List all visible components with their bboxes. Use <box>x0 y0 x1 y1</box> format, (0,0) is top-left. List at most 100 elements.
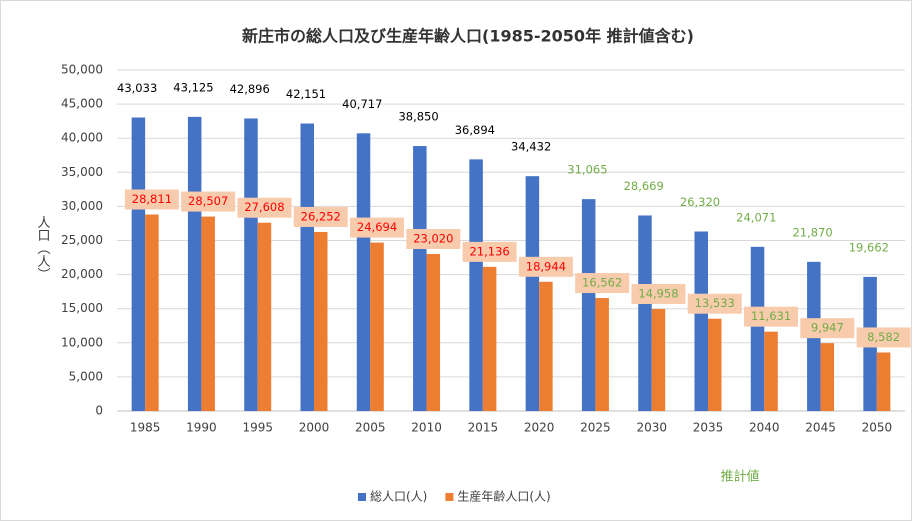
value-label: 40,717 <box>342 97 382 111</box>
value-label: 14,958 <box>638 286 678 300</box>
value-label: 19,662 <box>849 240 889 254</box>
value-label-box <box>575 273 630 294</box>
bar <box>413 146 427 411</box>
bar <box>820 343 835 411</box>
value-label: 28,811 <box>132 192 172 206</box>
legend-label: 総人口(人) <box>370 490 427 504</box>
value-label: 23,020 <box>413 232 453 246</box>
value-label: 27,608 <box>244 200 284 214</box>
value-label: 24,694 <box>357 220 397 234</box>
value-label: 43,125 <box>173 80 213 94</box>
x-tick-label: 2000 <box>299 421 330 435</box>
value-label-box <box>518 256 573 277</box>
value-label: 21,870 <box>792 225 832 239</box>
bar <box>257 222 272 411</box>
bar <box>539 281 553 411</box>
bar <box>694 231 708 411</box>
x-tick-label: 1995 <box>242 421 273 435</box>
bar <box>300 123 314 411</box>
y-tick-label: 30,000 <box>61 199 103 213</box>
value-label: 34,432 <box>511 140 551 154</box>
x-tick-label: 2045 <box>805 421 836 435</box>
x-tick-label: 2005 <box>355 421 386 435</box>
bar <box>314 231 328 411</box>
bar <box>595 298 609 411</box>
legend-swatch <box>445 493 454 501</box>
y-tick-label: 15,000 <box>61 301 103 315</box>
y-tick-label: 0 <box>95 404 103 418</box>
chart-title: 新庄市の総人口及び生産年齢人口(1985-2050年 推計値含む) <box>242 27 694 46</box>
value-label: 26,252 <box>301 209 341 223</box>
value-label-box <box>406 229 461 250</box>
x-tick-label: 2025 <box>580 421 611 435</box>
y-tick-label: 35,000 <box>61 165 103 179</box>
y-tick-label: 10,000 <box>61 335 103 349</box>
value-label: 9,947 <box>811 321 844 335</box>
value-label: 31,065 <box>567 163 607 177</box>
y-tick-label: 40,000 <box>61 131 103 145</box>
bar <box>426 254 441 411</box>
bar <box>145 214 159 411</box>
bar <box>469 159 483 411</box>
bar <box>708 318 722 411</box>
value-label: 28,507 <box>188 194 228 208</box>
value-label-box <box>800 318 855 339</box>
x-tick-label: 2020 <box>524 421 555 435</box>
y-axis-label: 人口（人） <box>35 216 51 281</box>
bar <box>638 215 652 411</box>
legend-swatch <box>358 493 366 501</box>
x-tick-label: 2030 <box>636 421 667 435</box>
bar <box>876 352 891 411</box>
bar <box>482 266 497 411</box>
value-label: 36,894 <box>455 123 495 137</box>
x-tick-label: 2040 <box>749 421 780 435</box>
value-label-box <box>181 191 236 212</box>
x-tick-label: 2035 <box>693 421 724 435</box>
y-tick-label: 20,000 <box>61 267 103 281</box>
x-tick-label: 1990 <box>186 421 217 435</box>
value-label: 21,136 <box>469 244 509 258</box>
value-label: 43,033 <box>117 81 157 95</box>
value-label: 28,669 <box>624 179 664 193</box>
value-label: 26,320 <box>680 195 720 209</box>
value-label: 11,631 <box>751 309 791 323</box>
x-tick-label: 1985 <box>130 421 161 435</box>
value-label: 16,562 <box>582 276 622 290</box>
value-label: 42,151 <box>286 87 326 101</box>
x-tick-label: 2050 <box>862 421 893 435</box>
value-label-box <box>631 283 686 304</box>
value-label-box <box>462 241 517 262</box>
bar <box>201 216 215 411</box>
y-tick-label: 45,000 <box>61 97 103 111</box>
bar <box>187 116 202 411</box>
value-label: 24,071 <box>736 210 776 224</box>
y-tick-label: 5,000 <box>69 369 103 383</box>
bar <box>651 308 666 411</box>
y-tick-label: 25,000 <box>61 233 103 247</box>
value-label: 42,896 <box>230 82 270 96</box>
bar <box>750 246 765 411</box>
value-label-box <box>687 293 742 314</box>
annotation: 推計値 <box>720 469 759 485</box>
value-label-box <box>744 306 799 327</box>
value-label: 13,533 <box>695 296 735 310</box>
bar <box>244 118 258 411</box>
value-label-box <box>293 206 348 227</box>
x-tick-label: 2010 <box>411 421 442 435</box>
value-label-box <box>350 217 405 238</box>
bar <box>581 199 596 411</box>
bar <box>764 331 778 411</box>
value-label-box <box>237 197 292 218</box>
value-label: 38,850 <box>398 110 438 124</box>
value-label-box <box>124 189 179 210</box>
y-tick-label: 50,000 <box>61 63 103 77</box>
value-label: 18,944 <box>526 259 566 273</box>
legend-label: 生産年齢人口(人) <box>457 489 550 504</box>
bar <box>356 133 371 411</box>
x-tick-label: 2015 <box>468 421 499 435</box>
value-label: 8,582 <box>867 330 900 344</box>
bar <box>525 176 540 411</box>
bar <box>131 117 146 411</box>
